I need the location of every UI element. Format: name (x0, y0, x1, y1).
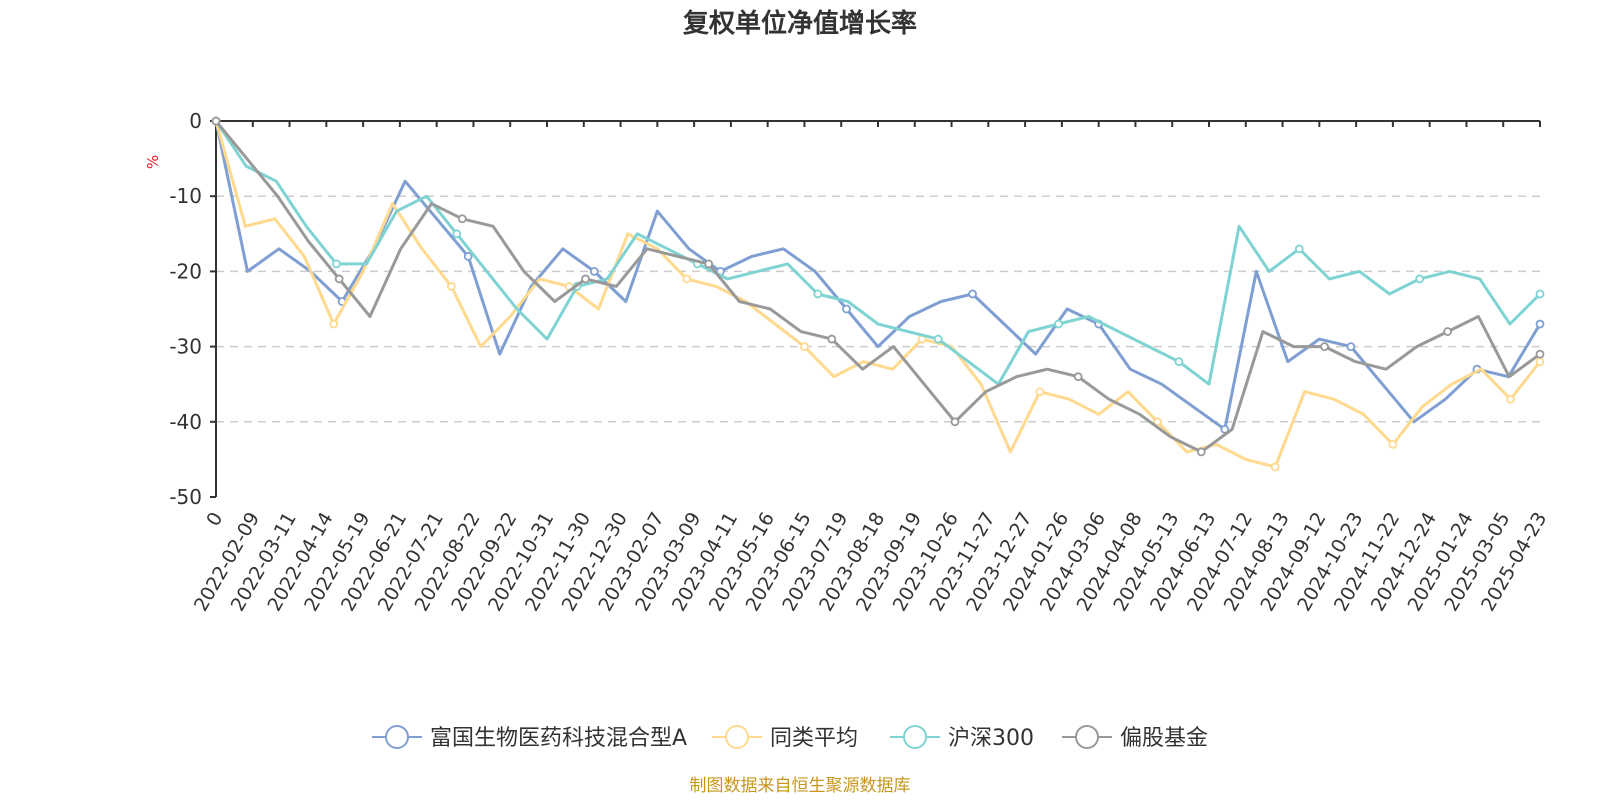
legend-marker (385, 725, 409, 749)
series-point-0 (1220, 424, 1230, 434)
series-point-2 (813, 289, 823, 299)
series-point-3 (1535, 349, 1545, 359)
series-point-3 (1073, 372, 1083, 382)
legend-item-0[interactable]: 富国生物医药科技混合型A (372, 725, 687, 751)
series-line-3 (214, 120, 1541, 454)
y-tick-label: -50 (169, 485, 202, 509)
series-point-0 (463, 251, 473, 261)
series-point-1 (800, 342, 809, 352)
y-tick-label: -30 (169, 335, 202, 359)
series-point-2 (1415, 274, 1425, 284)
legend-label: 同类平均 (770, 726, 858, 751)
series-point-3 (211, 116, 221, 126)
series-point-2 (933, 334, 943, 344)
series-point-2 (452, 229, 462, 239)
y-tick-label: -10 (169, 184, 202, 208)
series-point-3 (1320, 342, 1329, 352)
source-note: 制图数据来自恒生聚源数据库 (690, 776, 911, 796)
series-point-0 (968, 289, 977, 299)
legend-label: 富国生物医药科技混合型A (430, 726, 687, 751)
series-point-3 (950, 417, 960, 427)
series-point-1 (329, 319, 339, 329)
legend-marker (1075, 725, 1099, 749)
x-tick-label: 0 (202, 509, 227, 530)
series-point-0 (589, 266, 599, 276)
y-tick-label: -40 (169, 410, 202, 434)
series-point-3 (704, 259, 714, 269)
chart-title: 复权单位净值增长率 (683, 8, 917, 39)
series-point-3 (827, 334, 837, 344)
series-line-0 (214, 120, 1542, 431)
series-layer (211, 116, 1545, 472)
series-point-2 (1294, 244, 1304, 254)
series-line-1 (214, 120, 1542, 469)
series-point-3 (581, 274, 590, 284)
series-point-3 (334, 274, 344, 284)
legend-label: 偏股基金 (1120, 726, 1208, 751)
series-point-1 (1035, 387, 1045, 397)
series-point-3 (457, 214, 467, 224)
series-point-2 (331, 259, 341, 269)
series-point-2 (1535, 289, 1545, 299)
series-point-1 (1153, 417, 1162, 427)
series-point-2 (1174, 357, 1184, 367)
series-point-1 (1535, 357, 1545, 367)
legend-label: 沪深300 (948, 726, 1034, 751)
series-point-3 (1196, 447, 1206, 457)
series-point-0 (1346, 342, 1356, 352)
legend[interactable]: 富国生物医药科技混合型A 同类平均 沪深300 偏股基金 (372, 725, 1208, 751)
series-point-1 (1506, 394, 1515, 404)
legend-marker (725, 725, 749, 749)
y-tick-label: 0 (189, 109, 202, 133)
legend-item-3[interactable]: 偏股基金 (1062, 725, 1208, 751)
y-tick-label: -20 (169, 259, 202, 283)
series-point-1 (682, 274, 692, 284)
series-point-3 (1443, 327, 1453, 336)
series-point-1 (1270, 462, 1280, 472)
series-point-1 (1388, 439, 1398, 449)
y-unit-label: % (144, 155, 162, 169)
legend-item-2[interactable]: 沪深300 (890, 725, 1034, 751)
series-point-0 (842, 304, 851, 314)
series-point-1 (446, 282, 456, 291)
series-point-2 (1054, 319, 1063, 329)
series-point-0 (1535, 319, 1545, 329)
legend-marker (903, 725, 927, 749)
legend-item-1[interactable]: 同类平均 (712, 725, 858, 751)
series-line-2 (214, 120, 1542, 386)
